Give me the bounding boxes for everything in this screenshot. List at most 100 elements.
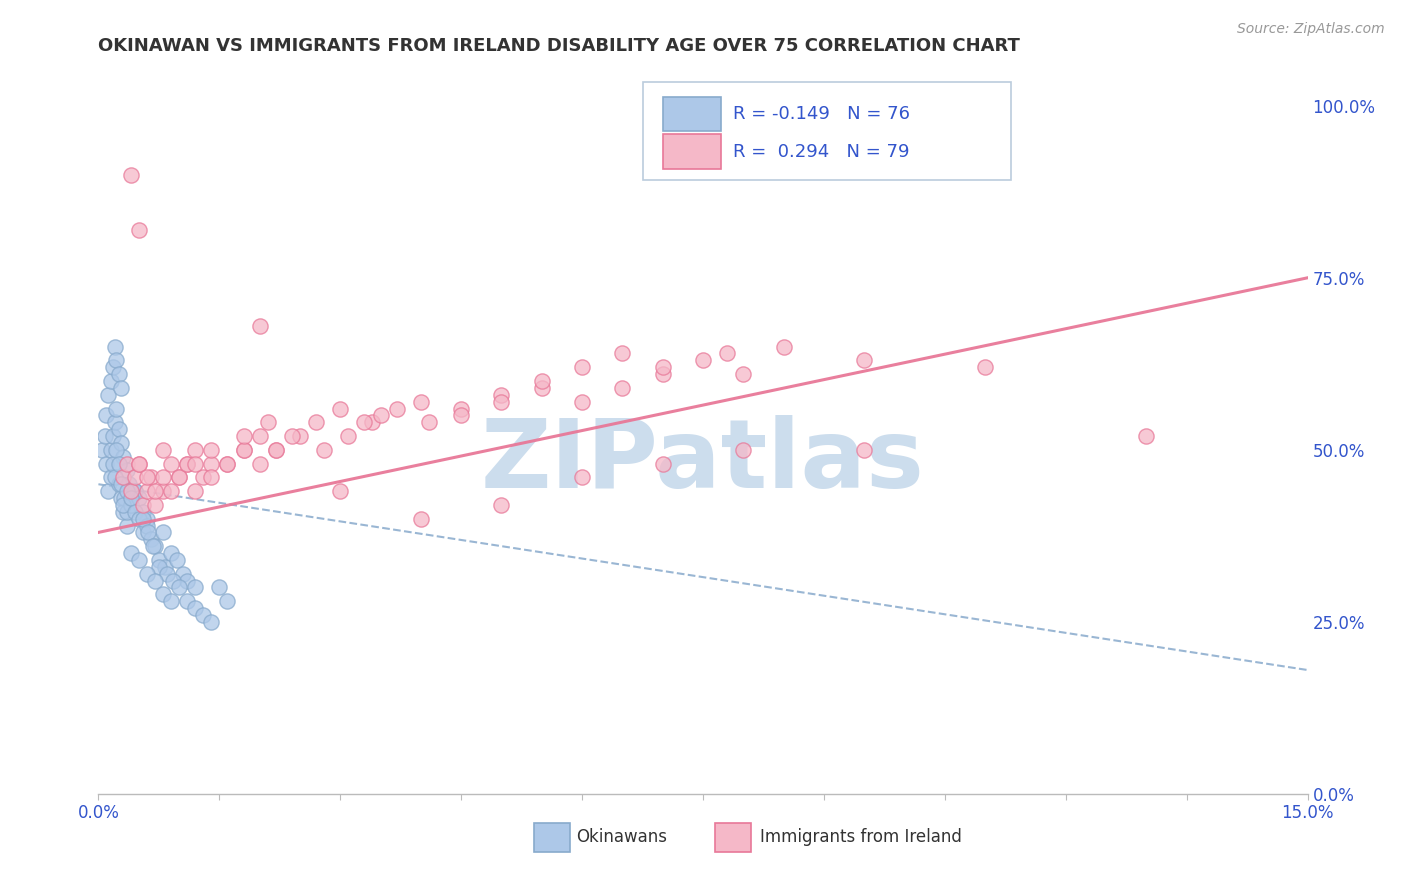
Point — [148, 559, 170, 574]
Point — [370, 409, 392, 423]
Point — [111, 498, 134, 512]
Point — [139, 533, 162, 547]
Point — [111, 505, 134, 519]
Point — [184, 601, 207, 615]
Point — [112, 491, 135, 505]
Point — [135, 511, 157, 525]
Point — [107, 367, 129, 381]
Point — [385, 401, 408, 416]
Point — [152, 442, 174, 457]
Point — [491, 394, 513, 409]
Point — [337, 429, 360, 443]
Point — [166, 553, 188, 567]
Point — [571, 470, 593, 484]
Point — [111, 450, 134, 464]
Point — [103, 340, 125, 354]
Point — [200, 442, 222, 457]
Point — [176, 574, 198, 588]
Point — [184, 457, 207, 471]
Text: OKINAWAN VS IMMIGRANTS FROM IRELAND DISABILITY AGE OVER 75 CORRELATION CHART: OKINAWAN VS IMMIGRANTS FROM IRELAND DISA… — [98, 37, 1021, 54]
Point — [200, 615, 222, 629]
Point — [107, 457, 129, 471]
Point — [153, 559, 176, 574]
Point — [167, 581, 190, 595]
Point — [120, 491, 142, 505]
FancyBboxPatch shape — [664, 134, 721, 169]
Point — [101, 429, 124, 443]
Point — [115, 518, 138, 533]
Point — [288, 429, 311, 443]
Point — [329, 401, 352, 416]
Point — [120, 498, 142, 512]
Point — [974, 360, 997, 375]
Point — [152, 587, 174, 601]
Point — [733, 442, 755, 457]
Point — [232, 442, 254, 457]
Point — [167, 470, 190, 484]
Point — [264, 442, 287, 457]
Point — [105, 401, 128, 416]
Point — [167, 470, 190, 484]
Point — [103, 415, 125, 429]
Point — [152, 470, 174, 484]
Point — [772, 340, 794, 354]
Point — [124, 505, 146, 519]
Point — [1135, 429, 1157, 443]
Point — [184, 484, 207, 499]
Point — [105, 442, 128, 457]
Point — [132, 498, 155, 512]
Point — [571, 360, 593, 375]
Point — [97, 388, 120, 402]
Point — [418, 415, 440, 429]
Point — [128, 457, 150, 471]
Point — [110, 381, 132, 395]
Point — [160, 594, 183, 608]
Point — [853, 353, 876, 368]
Point — [110, 436, 132, 450]
Point — [353, 415, 375, 429]
Point — [200, 470, 222, 484]
Point — [148, 553, 170, 567]
Point — [128, 491, 150, 505]
Point — [118, 477, 141, 491]
Point — [612, 381, 634, 395]
Text: ZIPatlas: ZIPatlas — [481, 415, 925, 508]
Point — [249, 429, 271, 443]
Point — [156, 566, 179, 581]
Point — [94, 429, 117, 443]
Point — [530, 374, 553, 388]
Point — [491, 498, 513, 512]
Point — [120, 498, 142, 512]
Point — [120, 168, 142, 182]
Point — [217, 457, 239, 471]
Point — [232, 429, 254, 443]
Text: R =  0.294   N = 79: R = 0.294 N = 79 — [734, 143, 910, 161]
Point — [733, 367, 755, 381]
Point — [100, 442, 122, 457]
Point — [716, 346, 738, 360]
Point — [128, 511, 150, 525]
Point — [103, 470, 125, 484]
Point — [176, 457, 198, 471]
Point — [96, 457, 118, 471]
FancyBboxPatch shape — [716, 822, 751, 852]
Point — [172, 566, 194, 581]
Point — [143, 574, 166, 588]
Point — [217, 594, 239, 608]
Point — [152, 525, 174, 540]
Point — [612, 346, 634, 360]
Point — [110, 477, 132, 491]
Point — [651, 360, 673, 375]
Point — [152, 484, 174, 499]
Point — [450, 409, 472, 423]
Point — [128, 222, 150, 236]
Point — [530, 381, 553, 395]
Point — [128, 553, 150, 567]
Point — [491, 388, 513, 402]
FancyBboxPatch shape — [664, 96, 721, 131]
Point — [160, 546, 183, 560]
Point — [143, 484, 166, 499]
Point — [264, 442, 287, 457]
Point — [124, 484, 146, 499]
Point — [124, 470, 146, 484]
